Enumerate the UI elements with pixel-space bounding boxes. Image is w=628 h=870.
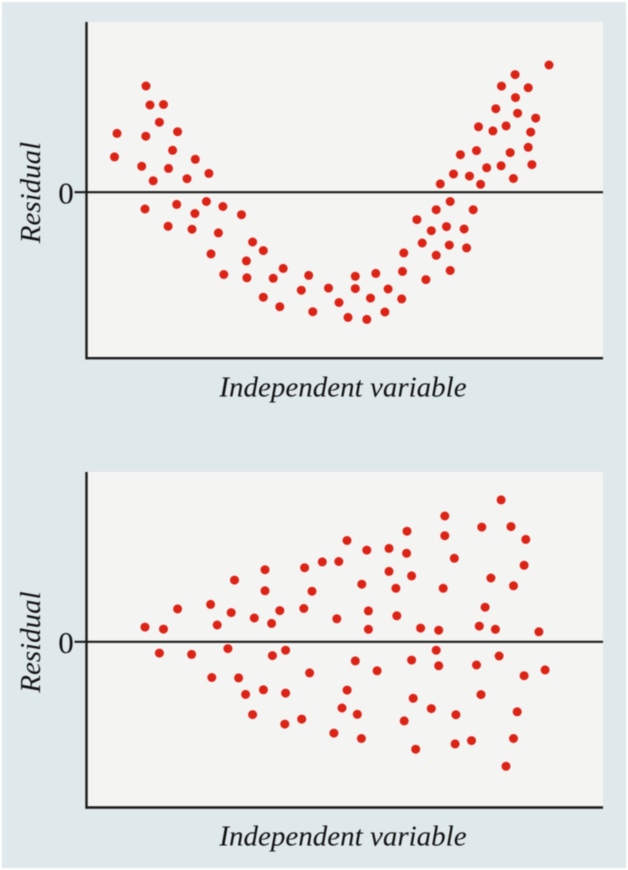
svg-text:0: 0 [58,175,74,210]
svg-text:Residual: Residual [15,142,47,245]
svg-text:Residual: Residual [15,591,47,694]
svg-text:Independent variable: Independent variable [218,372,466,404]
svg-text:Independent variable: Independent variable [218,821,466,853]
svg-text:0: 0 [58,625,74,660]
